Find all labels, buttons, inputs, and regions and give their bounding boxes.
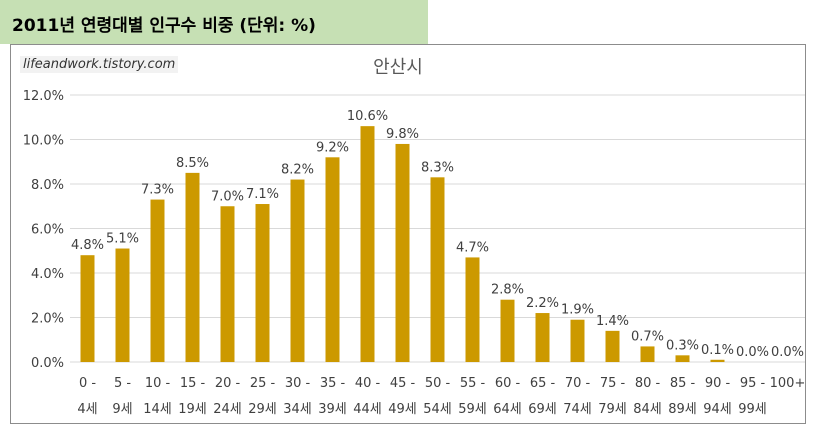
bar — [185, 172, 200, 362]
x-tick-label: 80 - — [635, 376, 661, 391]
bar — [290, 179, 305, 362]
x-tick-label: 60 - — [495, 376, 521, 391]
x-tick-label: 99세 — [738, 402, 767, 417]
bar — [360, 126, 375, 363]
data-label: 7.1% — [246, 187, 279, 202]
data-label: 0.3% — [666, 338, 699, 353]
data-label: 0.7% — [631, 329, 664, 344]
x-tick-label: 9세 — [112, 402, 132, 417]
data-label: 8.2% — [281, 163, 314, 178]
data-label: 1.4% — [596, 314, 629, 329]
data-label: 4.8% — [71, 238, 104, 253]
bar — [710, 359, 725, 362]
bar — [465, 257, 480, 362]
x-tick-label: 69세 — [528, 402, 557, 417]
x-tick-label: 15 - — [180, 376, 206, 391]
x-tick-label: 65 - — [530, 376, 556, 391]
x-tick-label: 5 - — [114, 376, 131, 391]
chart-title: 안산시 — [373, 57, 423, 78]
x-tick-label: 29세 — [248, 402, 277, 417]
x-tick-label: 25 - — [250, 376, 276, 391]
x-tick-label: 70 - — [565, 376, 591, 391]
x-tick-label: 85 - — [670, 376, 696, 391]
x-tick-label: 55 - — [460, 376, 486, 391]
page-title: 2011년 연령대별 인구수 비중 (단위: %) — [12, 16, 316, 36]
x-tick-label: 79세 — [598, 402, 627, 417]
bar — [430, 177, 445, 362]
bar — [325, 157, 340, 362]
y-tick-label: 0.0% — [31, 356, 64, 371]
header-banner: 2011년 연령대별 인구수 비중 (단위: %) — [0, 0, 428, 44]
x-tick-label: 54세 — [423, 402, 452, 417]
x-tick-label: 24세 — [213, 402, 242, 417]
data-label: 8.5% — [176, 156, 209, 171]
data-label: 10.6% — [347, 109, 388, 124]
bar — [80, 255, 95, 362]
bar — [255, 204, 270, 362]
data-label: 0.0% — [736, 345, 769, 360]
bar — [150, 199, 165, 362]
x-tick-label: 94세 — [703, 402, 732, 417]
x-tick-label: 95 - — [740, 376, 766, 391]
data-label: 2.2% — [526, 296, 559, 311]
x-tick-label: 50 - — [425, 376, 451, 391]
bar — [675, 355, 690, 362]
data-label: 0.0% — [771, 345, 804, 360]
data-label: 2.8% — [491, 283, 524, 298]
data-label: 7.0% — [211, 189, 244, 204]
data-label: 9.2% — [316, 140, 349, 155]
data-label: 4.7% — [456, 240, 489, 255]
data-label: 5.1% — [106, 232, 139, 247]
x-tick-label: 19세 — [178, 402, 207, 417]
x-tick-label: 10 - — [145, 376, 171, 391]
x-tick-label: 49세 — [388, 402, 417, 417]
y-tick-label: 10.0% — [23, 134, 64, 149]
bar — [500, 299, 515, 362]
data-label: 9.8% — [386, 127, 419, 142]
y-tick-label: 6.0% — [31, 223, 64, 238]
x-tick-label: 44세 — [353, 402, 382, 417]
bar — [605, 330, 620, 362]
data-label: 8.3% — [421, 160, 454, 175]
x-tick-label: 74세 — [563, 402, 592, 417]
x-tick-label: 20 - — [215, 376, 241, 391]
data-label: 0.1% — [701, 343, 734, 358]
bar — [640, 346, 655, 362]
x-tick-label: 45 - — [390, 376, 416, 391]
y-tick-label: 8.0% — [31, 178, 64, 193]
x-tick-label: 89세 — [668, 402, 697, 417]
x-tick-label: 35 - — [320, 376, 346, 391]
x-tick-label: 64세 — [493, 402, 522, 417]
watermark: lifeandwork.tistory.com — [20, 56, 179, 73]
x-tick-label: 39세 — [318, 402, 347, 417]
bar — [570, 319, 585, 362]
data-label: 1.9% — [561, 303, 594, 318]
x-tick-label: 59세 — [458, 402, 487, 417]
x-tick-label: 40 - — [355, 376, 381, 391]
bar — [115, 248, 130, 362]
y-tick-label: 2.0% — [31, 312, 64, 327]
x-tick-label: 75 - — [600, 376, 626, 391]
bar — [535, 313, 550, 362]
y-tick-label: 12.0% — [23, 89, 64, 104]
x-tick-label: 0 - — [79, 376, 96, 391]
x-tick-label: 100+ — [770, 376, 806, 391]
data-label: 7.3% — [141, 183, 174, 198]
x-tick-label: 4세 — [77, 402, 97, 417]
bar — [395, 143, 410, 362]
x-tick-label: 34세 — [283, 402, 312, 417]
x-tick-label: 14세 — [143, 402, 172, 417]
x-tick-label: 30 - — [285, 376, 311, 391]
y-tick-label: 4.0% — [31, 267, 64, 282]
x-tick-label: 90 - — [705, 376, 731, 391]
bar — [220, 206, 235, 362]
x-tick-label: 84세 — [633, 402, 662, 417]
